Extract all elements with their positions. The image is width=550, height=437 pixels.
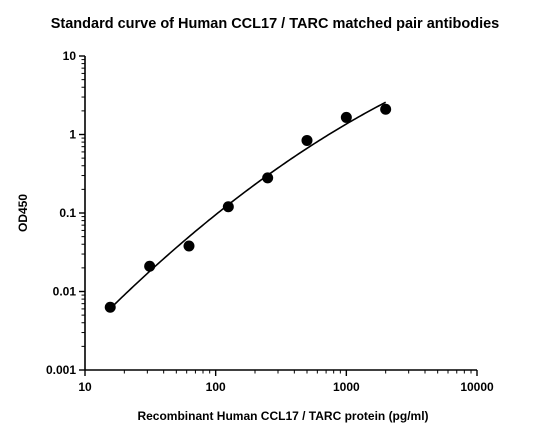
- y-tick-label: 0.1: [59, 206, 76, 220]
- y-tick-label: 0.01: [53, 285, 77, 299]
- y-tick-label: 10: [63, 49, 77, 63]
- x-tick-label: 100: [206, 380, 226, 394]
- chart-title: Standard curve of Human CCL17 / TARC mat…: [51, 16, 500, 32]
- data-point: [262, 172, 274, 184]
- x-tick-label: 10000: [460, 380, 494, 394]
- y-tick-label: 0.001: [46, 363, 76, 377]
- axes: 0.001 0.01 0.1 1 10 10 100 1000 10000: [46, 49, 494, 394]
- data-point: [222, 201, 234, 213]
- x-axis-label: Recombinant Human CCL17 / TARC protein (…: [137, 409, 428, 423]
- x-tick-label: 1000: [333, 380, 360, 394]
- data-point: [183, 240, 195, 252]
- data-point: [340, 111, 352, 123]
- data-point: [301, 134, 313, 146]
- data-points: [104, 103, 392, 313]
- x-tick-label: 10: [78, 380, 92, 394]
- fit-curve-group: [109, 101, 387, 310]
- fit-curve: [109, 101, 387, 310]
- data-point: [104, 301, 116, 313]
- y-tick-label: 1: [69, 128, 76, 142]
- data-point: [380, 103, 392, 115]
- y-axis-label: OD450: [16, 194, 30, 232]
- data-point: [144, 260, 156, 272]
